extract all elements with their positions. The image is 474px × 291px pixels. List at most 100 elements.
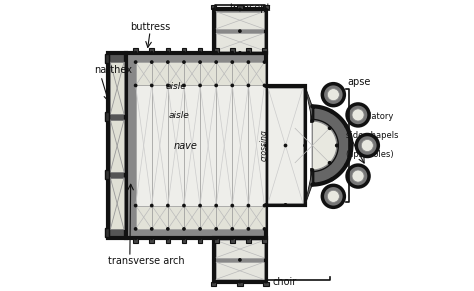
Bar [216,62,232,86]
Bar [127,53,266,238]
Circle shape [212,51,216,55]
Circle shape [264,258,268,262]
Bar [248,86,264,205]
Circle shape [182,236,186,240]
Bar [216,262,264,279]
Text: nave: nave [173,141,197,150]
Bar [248,62,264,86]
Circle shape [212,258,216,262]
Circle shape [328,190,339,202]
Bar [108,53,127,238]
Circle shape [344,163,348,167]
Circle shape [230,204,234,207]
Text: apse: apse [347,77,370,87]
Bar [268,88,303,203]
Bar [248,205,264,229]
Bar [200,86,216,205]
Bar [266,86,305,205]
Circle shape [330,177,334,181]
Circle shape [198,60,202,64]
Circle shape [182,204,186,207]
Bar [168,62,184,86]
Bar [184,86,200,205]
Circle shape [134,60,137,64]
Circle shape [182,51,186,55]
Circle shape [230,84,234,87]
Bar [232,86,248,205]
Circle shape [347,104,369,126]
Circle shape [134,204,137,207]
Circle shape [198,51,202,55]
Bar [133,49,138,53]
Bar [182,49,186,53]
Bar [198,238,202,242]
Circle shape [212,280,216,283]
Bar [216,86,232,205]
Bar [105,228,109,237]
Bar [246,49,251,53]
Circle shape [214,51,218,55]
Bar [216,33,264,51]
Circle shape [230,236,234,240]
Bar [136,62,152,86]
Circle shape [328,89,339,101]
Circle shape [264,8,268,11]
Bar [168,86,184,205]
Circle shape [198,227,202,231]
Bar [262,238,267,242]
Circle shape [263,236,266,240]
Circle shape [328,161,332,165]
Bar [232,62,248,86]
Bar [152,62,168,86]
Polygon shape [312,107,351,184]
Circle shape [264,51,268,55]
Text: choir: choir [273,277,297,288]
Bar [152,86,168,205]
Bar [216,12,264,29]
Circle shape [264,236,268,240]
Circle shape [214,204,218,207]
Circle shape [166,84,170,87]
Bar [168,205,184,229]
Circle shape [150,204,154,207]
Bar [198,49,202,53]
Circle shape [198,84,202,87]
Circle shape [303,144,307,147]
Circle shape [134,227,137,231]
Circle shape [182,84,186,87]
Circle shape [263,51,266,55]
Bar [110,178,124,230]
Circle shape [230,60,234,64]
Circle shape [238,280,242,283]
Circle shape [303,203,307,207]
Circle shape [356,134,378,157]
Circle shape [283,144,287,147]
Circle shape [264,280,268,283]
Circle shape [212,8,216,11]
Polygon shape [312,121,337,170]
Circle shape [166,204,170,207]
Circle shape [198,204,202,207]
Circle shape [150,236,154,240]
Bar [230,238,235,242]
Bar [237,5,243,9]
Bar [200,62,216,86]
Bar [133,238,138,242]
Circle shape [263,84,266,87]
Circle shape [238,8,242,11]
Circle shape [166,236,170,240]
Circle shape [198,236,202,240]
Circle shape [264,203,268,207]
Bar [214,238,266,282]
Bar [152,205,168,229]
Circle shape [263,60,266,64]
Bar [246,238,251,242]
Bar [230,49,235,53]
Circle shape [230,51,234,55]
Text: ambulatory: ambulatory [346,112,394,121]
Circle shape [230,227,234,231]
Circle shape [134,84,137,87]
Circle shape [214,84,218,87]
Circle shape [166,227,170,231]
Circle shape [352,109,364,121]
